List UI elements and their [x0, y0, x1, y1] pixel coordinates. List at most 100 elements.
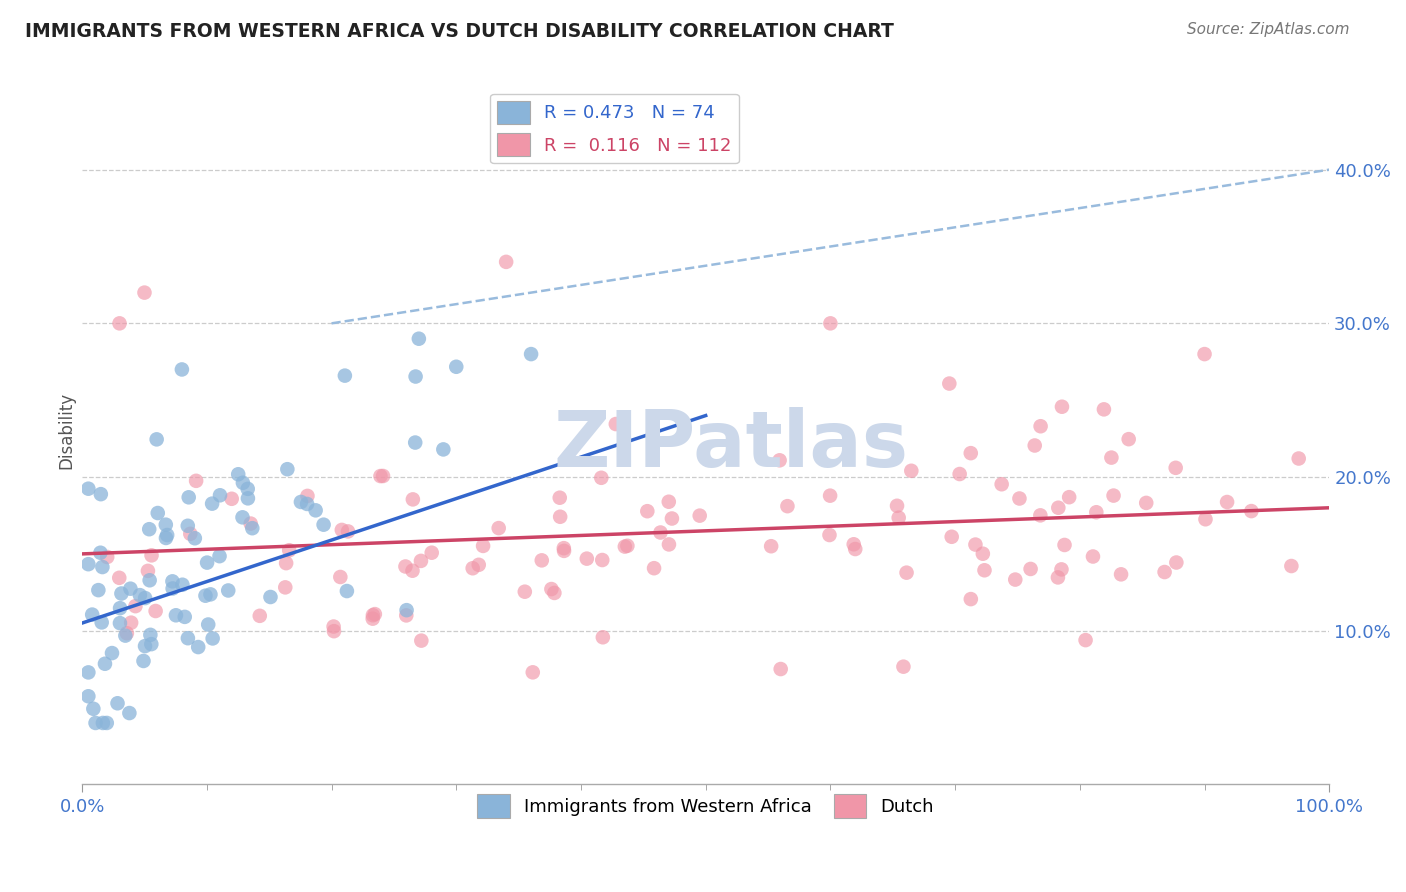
Point: [184, 474, 207, 488]
Point: [108, 601, 131, 615]
Point: [114, 629, 136, 643]
Point: [323, 624, 346, 639]
Point: [278, 543, 301, 558]
Point: [249, 608, 271, 623]
Point: [197, 617, 219, 632]
Point: [401, 564, 423, 578]
Point: [959, 592, 981, 607]
Point: [134, 639, 156, 653]
Point: [84, 715, 107, 730]
Point: [276, 556, 298, 570]
Point: [616, 539, 638, 553]
Point: [361, 608, 384, 623]
Point: [156, 528, 179, 542]
Point: [259, 590, 281, 604]
Point: [120, 615, 142, 630]
Point: [201, 497, 224, 511]
Point: [591, 553, 613, 567]
Point: [1194, 347, 1216, 361]
Point: [145, 604, 167, 618]
Point: [1024, 438, 1046, 452]
Point: [108, 571, 131, 585]
Point: [110, 586, 132, 600]
Point: [1153, 565, 1175, 579]
Point: [949, 467, 972, 481]
Point: [1164, 460, 1187, 475]
Point: [658, 494, 681, 508]
Point: [446, 359, 468, 374]
Point: [312, 517, 335, 532]
Point: [553, 544, 575, 558]
Point: [141, 549, 163, 563]
Point: [239, 516, 262, 531]
Point: [96, 715, 118, 730]
Point: [1288, 451, 1310, 466]
Point: [173, 610, 195, 624]
Point: [402, 492, 425, 507]
Point: [965, 538, 987, 552]
Point: [432, 442, 454, 457]
Point: [575, 551, 598, 566]
Point: [120, 582, 142, 596]
Point: [177, 491, 200, 505]
Point: [973, 563, 995, 577]
Point: [1092, 402, 1115, 417]
Point: [201, 632, 224, 646]
Point: [145, 433, 167, 447]
Point: [155, 517, 177, 532]
Point: [77, 690, 100, 704]
Point: [395, 603, 418, 617]
Point: [768, 453, 790, 467]
Point: [938, 376, 960, 391]
Point: [232, 475, 254, 490]
Point: [689, 508, 711, 523]
Point: [194, 589, 217, 603]
Point: [304, 503, 326, 517]
Point: [124, 599, 146, 614]
Point: [208, 488, 231, 502]
Point: [297, 489, 319, 503]
Y-axis label: Disability: Disability: [58, 392, 75, 469]
Point: [162, 582, 184, 596]
Point: [172, 578, 194, 592]
Text: ZIPatlas: ZIPatlas: [553, 407, 908, 483]
Text: IMMIGRANTS FROM WESTERN AFRICA VS DUTCH DISABILITY CORRELATION CHART: IMMIGRANTS FROM WESTERN AFRICA VS DUTCH …: [25, 22, 894, 41]
Point: [472, 539, 495, 553]
Point: [187, 640, 209, 654]
Point: [420, 546, 443, 560]
Point: [1074, 633, 1097, 648]
Point: [77, 482, 100, 496]
Point: [134, 591, 156, 605]
Point: [1047, 500, 1070, 515]
Point: [322, 619, 344, 633]
Point: [636, 504, 658, 518]
Point: [336, 524, 359, 539]
Point: [613, 540, 636, 554]
Point: [138, 574, 160, 588]
Point: [295, 497, 318, 511]
Point: [364, 607, 387, 621]
Point: [409, 554, 432, 568]
Point: [329, 570, 352, 584]
Point: [1118, 432, 1140, 446]
Point: [240, 521, 263, 535]
Point: [129, 588, 152, 602]
Point: [236, 482, 259, 496]
Point: [134, 285, 156, 300]
Point: [118, 706, 141, 720]
Point: [1099, 450, 1122, 465]
Point: [361, 612, 384, 626]
Point: [530, 553, 553, 567]
Point: [488, 521, 510, 535]
Point: [276, 462, 298, 476]
Point: [842, 537, 865, 551]
Point: [759, 539, 782, 553]
Point: [769, 662, 792, 676]
Point: [184, 531, 207, 545]
Point: [200, 587, 222, 601]
Point: [94, 657, 117, 671]
Point: [1050, 562, 1073, 576]
Point: [139, 628, 162, 642]
Point: [661, 511, 683, 525]
Point: [101, 646, 124, 660]
